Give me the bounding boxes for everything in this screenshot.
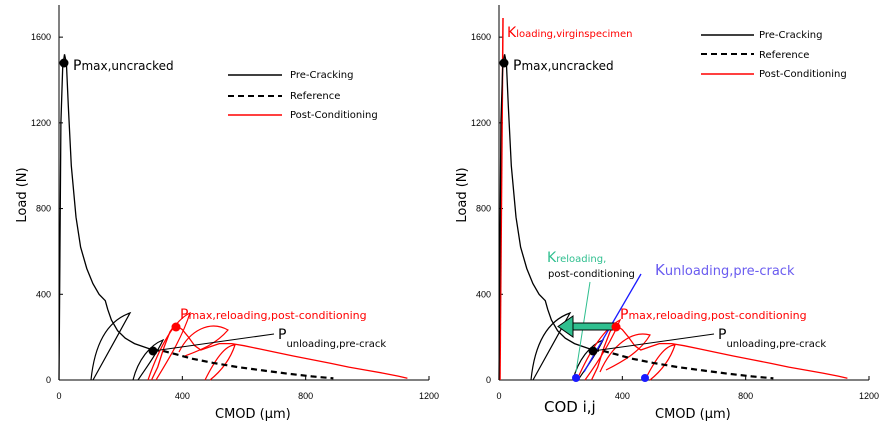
left-red-loop-1	[147, 311, 191, 381]
left-x-axis-label: CMOD (μm)	[215, 407, 291, 422]
x-tick-label: 0	[496, 391, 501, 401]
right-panel: 0 400 800 1200 0 400 800 1200 1600 CMOD (μm) Loa…	[455, 5, 879, 422]
left-pmax-uncracked-label: Pmax,uncracked	[73, 58, 174, 74]
right-k-reloading-label-line2: post-conditioning	[548, 269, 635, 280]
left-ticks	[58, 36, 430, 381]
right-legend-post-conditioning: Post-Conditioning	[759, 69, 847, 80]
right-y-axis-label: Load (N)	[455, 167, 470, 222]
left-pmax-reloading-label: Pmax,reloading,post-conditioning	[180, 307, 367, 323]
y-tick-label: 1200	[31, 118, 51, 128]
y-tick-label: 0	[486, 375, 491, 385]
right-punloading-label: Punloading,pre-crack	[718, 327, 826, 350]
y-tick-label: 800	[476, 204, 491, 214]
right-punloading-leader	[592, 333, 715, 352]
y-tick-label: 1600	[471, 32, 491, 42]
right-series	[498, 54, 848, 381]
x-tick-label: 800	[738, 391, 753, 401]
right-cod-marker-2	[641, 374, 649, 382]
y-tick-label: 400	[36, 289, 51, 299]
series-line-reference	[592, 348, 774, 380]
series-line-pre-cracking	[58, 54, 154, 381]
left-legend-pre-cracking: Pre-Cracking	[290, 70, 353, 81]
right-pmax-reloading-label: Pmax,reloading,post-conditioning	[620, 307, 807, 323]
left-legend: Pre-Cracking Reference Post-Conditioning	[228, 70, 378, 121]
left-legend-reference: Reference	[290, 91, 340, 102]
right-pmax-uncracked-marker	[499, 58, 509, 68]
x-tick-label: 1200	[419, 391, 439, 401]
left-annotations: Pmax,uncracked Pmax,reloading,post-condi…	[59, 58, 386, 356]
series-line-pre-cracking	[498, 54, 594, 381]
right-k-loading-label: Kloading,virginspecimen	[507, 25, 633, 41]
right-x-axis-label: CMOD (μm)	[655, 407, 731, 422]
x-tick-label: 1200	[859, 391, 879, 401]
left-tick-labels: 0 400 800 1200 0 400 800 1200 1600	[31, 32, 439, 401]
right-red-loop-3	[644, 344, 676, 381]
right-legend: Pre-Cracking Reference Post-Conditioning	[701, 30, 847, 80]
right-red-loop-2	[599, 333, 651, 373]
right-pmax-reloading-marker	[611, 322, 621, 332]
left-red-loop-3	[204, 344, 236, 381]
left-black-loop-1	[90, 311, 132, 381]
y-tick-label: 1600	[31, 32, 51, 42]
x-tick-label: 0	[56, 391, 61, 401]
x-tick-label: 800	[298, 391, 313, 401]
right-cod-label: COD i,j	[544, 398, 596, 416]
y-tick-label: 1200	[471, 118, 491, 128]
left-red-loop-2	[178, 325, 229, 357]
right-legend-pre-cracking: Pre-Cracking	[759, 30, 822, 41]
right-k-reloading-label: Kreloading,	[547, 250, 606, 266]
left-panel: 0 400 800 1200 0 400 800 1200 1600 CMOD (μm) Loa…	[15, 5, 439, 422]
y-tick-label: 800	[36, 204, 51, 214]
right-pmax-uncracked-label: Pmax,uncracked	[513, 58, 614, 74]
series-line-reference	[152, 348, 334, 380]
right-ticks	[498, 36, 870, 381]
y-tick-label: 0	[46, 375, 51, 385]
left-punloading-leader	[152, 333, 275, 352]
x-tick-label: 400	[615, 391, 630, 401]
right-red-loop-1	[576, 318, 622, 381]
left-pmax-reloading-marker	[171, 322, 181, 332]
left-y-axis-label: Load (N)	[15, 167, 30, 222]
right-annotations: Kloading,virginspecimen Pmax,uncracked K…	[499, 25, 826, 416]
right-legend-reference: Reference	[759, 50, 809, 61]
left-black-loop-2	[132, 338, 165, 381]
right-cod-marker-1	[572, 374, 580, 382]
x-tick-label: 400	[175, 391, 190, 401]
right-tick-labels: 0 400 800 1200 0 400 800 1200 1600	[471, 32, 879, 401]
left-legend-post-conditioning: Post-Conditioning	[290, 110, 378, 121]
left-series	[58, 54, 408, 381]
y-tick-label: 400	[476, 289, 491, 299]
left-pmax-uncracked-marker	[59, 58, 69, 68]
left-punloading-label: Punloading,pre-crack	[278, 327, 386, 350]
right-black-loop-1	[530, 311, 572, 381]
right-k-unloading-label: Kunloading,pre-crack	[655, 261, 795, 279]
